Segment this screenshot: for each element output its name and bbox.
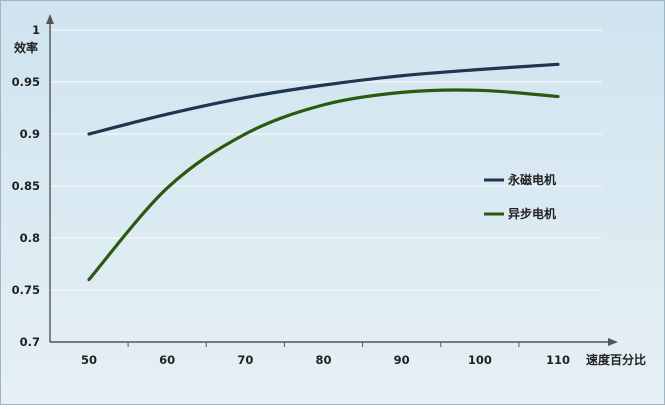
y-tick-label: 0.85 — [12, 179, 40, 193]
y-axis-title: 效率 — [14, 40, 38, 55]
x-tick-label: 70 — [237, 353, 253, 367]
y-tick-label: 0.8 — [20, 231, 40, 245]
x-tick-label: 60 — [159, 353, 175, 367]
series-lines — [87, 62, 560, 282]
y-tick-label: 0.7 — [20, 335, 40, 349]
x-tick-label: 90 — [394, 353, 410, 367]
legend-label-2: 异步电机 — [508, 206, 556, 221]
axes — [46, 14, 618, 347]
y-tick-label: 0.95 — [12, 75, 40, 89]
gridlines — [50, 29, 602, 291]
x-tick-label: 50 — [81, 353, 97, 367]
y-tick-label: 0.9 — [20, 127, 40, 141]
series-line-2 — [87, 88, 560, 282]
y-tick-label: 0.75 — [12, 283, 40, 297]
x-tick-label: 80 — [315, 353, 331, 367]
y-tick-label: 1 — [32, 23, 40, 37]
series-line-1 — [87, 62, 560, 136]
legend-label-1: 永磁电机 — [507, 172, 556, 187]
tick-labels: 0.7 0.75 0.8 0.85 0.9 0.95 1 50 60 70 80 90 100 110 — [12, 23, 570, 367]
x-axis-arrow — [608, 338, 618, 346]
x-tick-label: 100 — [468, 353, 492, 367]
x-tick-label: 110 — [546, 353, 570, 367]
x-axis-title: 速度百分比 — [586, 352, 646, 367]
y-axis-arrow — [46, 14, 54, 24]
